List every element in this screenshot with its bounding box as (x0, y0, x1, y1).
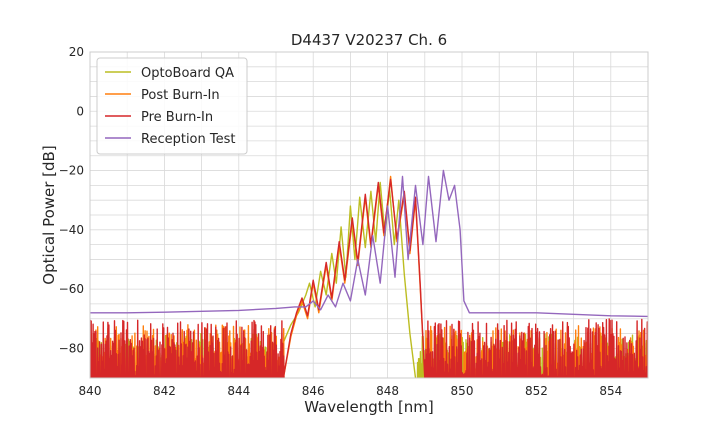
x-tick-label: 848 (376, 384, 399, 398)
y-tick-label: 20 (69, 45, 84, 59)
y-tick-label: 0 (76, 104, 84, 118)
plot-frame (89, 51, 649, 379)
x-tick-label: 852 (525, 384, 548, 398)
legend-label: Reception Test (141, 132, 235, 147)
y-tick-label: −20 (59, 164, 84, 178)
x-tick-label: 854 (599, 384, 622, 398)
legend-label: OptoBoard QA (141, 66, 234, 81)
y-axis-title: Optical Power [dB] (40, 145, 58, 284)
x-tick-label: 842 (153, 384, 176, 398)
legend-label: Pre Burn-In (141, 110, 213, 125)
series-line (90, 169, 648, 318)
plot-area (90, 169, 648, 378)
series-line (90, 175, 648, 378)
legend: OptoBoard QA Post Burn-In Pre Burn-In Recep… (96, 57, 248, 155)
legend-box (96, 57, 248, 155)
x-tick-label: 846 (302, 384, 325, 398)
series-pre-burn-in (90, 178, 648, 378)
x-tick-label: 840 (79, 384, 102, 398)
x-axis: 840 842 844 846 848 850 852 854 (79, 384, 623, 398)
series-post-burn-in (90, 175, 648, 378)
x-tick-label: 844 (227, 384, 250, 398)
y-tick-label: −60 (59, 282, 84, 296)
x-tick-label: 850 (451, 384, 474, 398)
series-line (90, 178, 648, 378)
y-tick-label: −40 (59, 223, 84, 237)
y-axis: −80 −60 −40 −20 0 20 (59, 45, 84, 355)
legend-label: Post Burn-In (141, 88, 220, 103)
chart-title: D4437 V20237 Ch. 6 (291, 31, 447, 49)
x-axis-title: Wavelength [nm] (304, 398, 434, 416)
series-reception-test (90, 169, 648, 318)
y-tick-label: −80 (59, 341, 84, 355)
